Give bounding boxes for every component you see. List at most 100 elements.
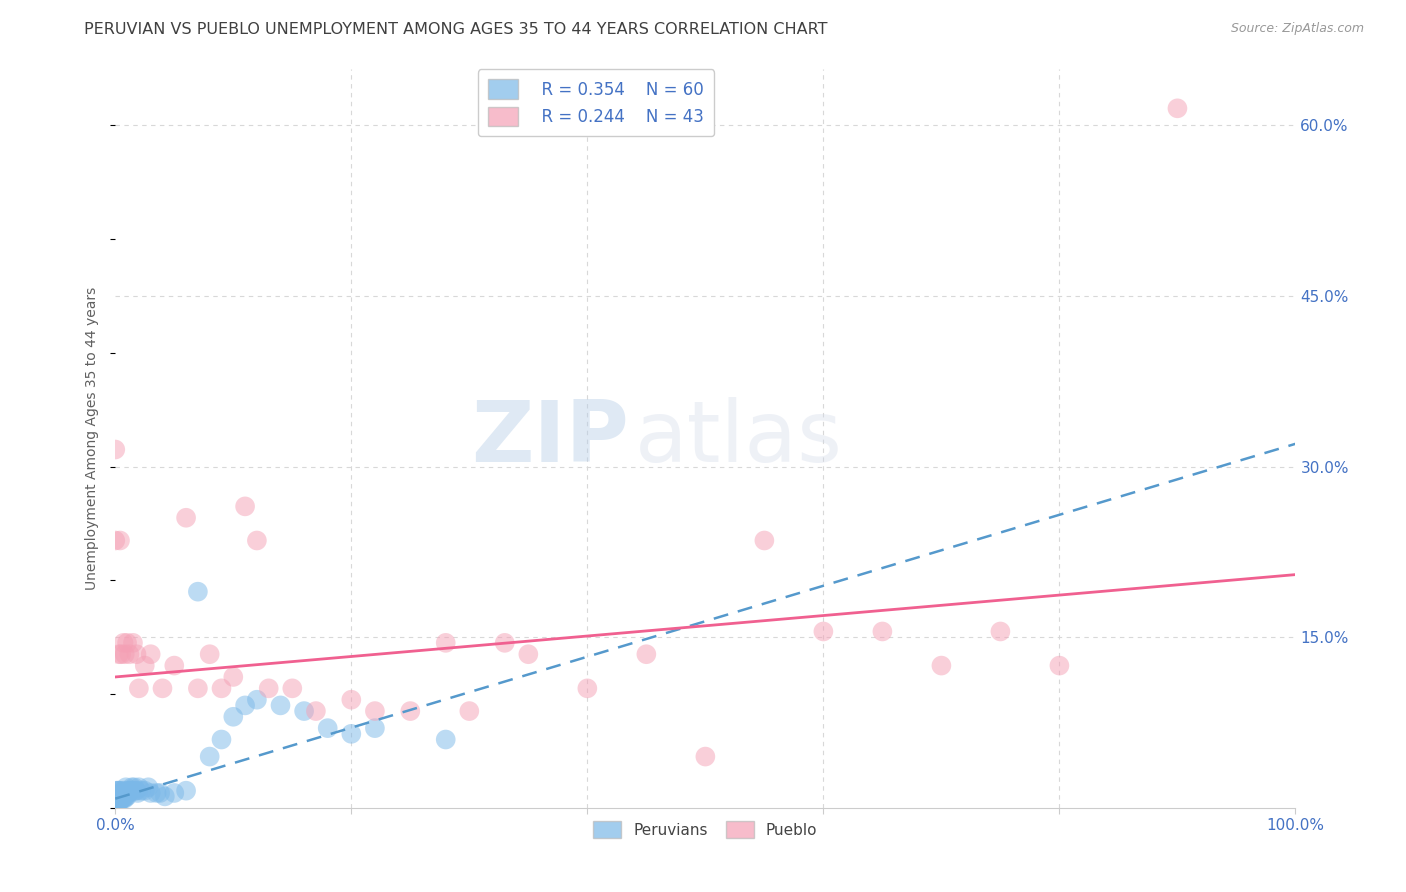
Point — [105, 795, 128, 809]
Point — [104, 795, 127, 809]
Point — [163, 658, 186, 673]
Point — [222, 670, 245, 684]
Point — [517, 647, 540, 661]
Point — [108, 783, 131, 797]
Point — [107, 795, 129, 809]
Point — [108, 533, 131, 548]
Point — [108, 795, 131, 809]
Point — [115, 783, 138, 797]
Point — [104, 801, 127, 815]
Point — [118, 647, 141, 661]
Point — [292, 704, 315, 718]
Y-axis label: Unemployment Among Ages 35 to 44 years: Unemployment Among Ages 35 to 44 years — [86, 286, 100, 590]
Point — [233, 698, 256, 713]
Point — [105, 783, 128, 797]
Point — [121, 780, 143, 795]
Point — [305, 704, 328, 718]
Text: PERUVIAN VS PUEBLO UNEMPLOYMENT AMONG AGES 35 TO 44 YEARS CORRELATION CHART: PERUVIAN VS PUEBLO UNEMPLOYMENT AMONG AG… — [84, 22, 828, 37]
Point — [114, 786, 136, 800]
Point — [114, 791, 136, 805]
Point — [695, 749, 717, 764]
Point — [316, 721, 339, 735]
Point — [152, 681, 174, 696]
Point — [931, 658, 953, 673]
Point — [198, 749, 221, 764]
Point — [127, 786, 149, 800]
Point — [187, 681, 209, 696]
Point — [115, 780, 138, 795]
Point — [636, 647, 658, 661]
Point — [112, 783, 135, 797]
Point — [110, 786, 132, 800]
Point — [458, 704, 481, 718]
Point — [149, 786, 172, 800]
Point — [163, 786, 186, 800]
Point — [110, 647, 132, 661]
Text: Source: ZipAtlas.com: Source: ZipAtlas.com — [1230, 22, 1364, 36]
Point — [281, 681, 304, 696]
Point — [107, 783, 129, 797]
Point — [108, 789, 131, 804]
Point — [105, 801, 128, 815]
Point — [112, 791, 135, 805]
Point — [872, 624, 894, 639]
Point — [139, 647, 162, 661]
Point — [1049, 658, 1071, 673]
Point — [270, 698, 292, 713]
Point — [108, 789, 131, 804]
Point — [990, 624, 1012, 639]
Point — [198, 647, 221, 661]
Point — [364, 721, 387, 735]
Point — [115, 789, 138, 804]
Point — [187, 584, 209, 599]
Point — [104, 533, 127, 548]
Point — [136, 780, 159, 795]
Point — [115, 636, 138, 650]
Point — [1166, 101, 1188, 115]
Point — [112, 636, 135, 650]
Point — [110, 791, 132, 805]
Point — [257, 681, 280, 696]
Point — [434, 636, 457, 650]
Point — [117, 786, 139, 800]
Point — [115, 789, 138, 804]
Point — [125, 647, 148, 661]
Point — [108, 647, 131, 661]
Point — [122, 780, 145, 795]
Point — [222, 710, 245, 724]
Point — [124, 783, 146, 797]
Point — [139, 786, 162, 800]
Point — [118, 783, 141, 797]
Point — [104, 442, 127, 457]
Point — [108, 783, 131, 797]
Point — [340, 692, 363, 706]
Point — [246, 533, 269, 548]
Point — [754, 533, 776, 548]
Point — [145, 786, 167, 800]
Point — [128, 681, 150, 696]
Point — [813, 624, 835, 639]
Point — [364, 704, 387, 718]
Point — [108, 794, 131, 808]
Point — [434, 732, 457, 747]
Point — [153, 789, 176, 804]
Point — [104, 789, 127, 804]
Point — [122, 783, 145, 797]
Point — [340, 727, 363, 741]
Legend: Peruvians, Pueblo: Peruvians, Pueblo — [588, 814, 824, 845]
Point — [129, 783, 152, 797]
Point — [576, 681, 599, 696]
Point — [122, 636, 145, 650]
Point — [111, 786, 134, 800]
Point — [494, 636, 516, 650]
Point — [120, 783, 142, 797]
Point — [108, 791, 131, 805]
Point — [111, 791, 134, 805]
Point — [125, 783, 148, 797]
Point — [211, 732, 233, 747]
Point — [399, 704, 422, 718]
Point — [134, 783, 156, 797]
Point — [246, 692, 269, 706]
Point — [107, 789, 129, 804]
Point — [174, 510, 197, 524]
